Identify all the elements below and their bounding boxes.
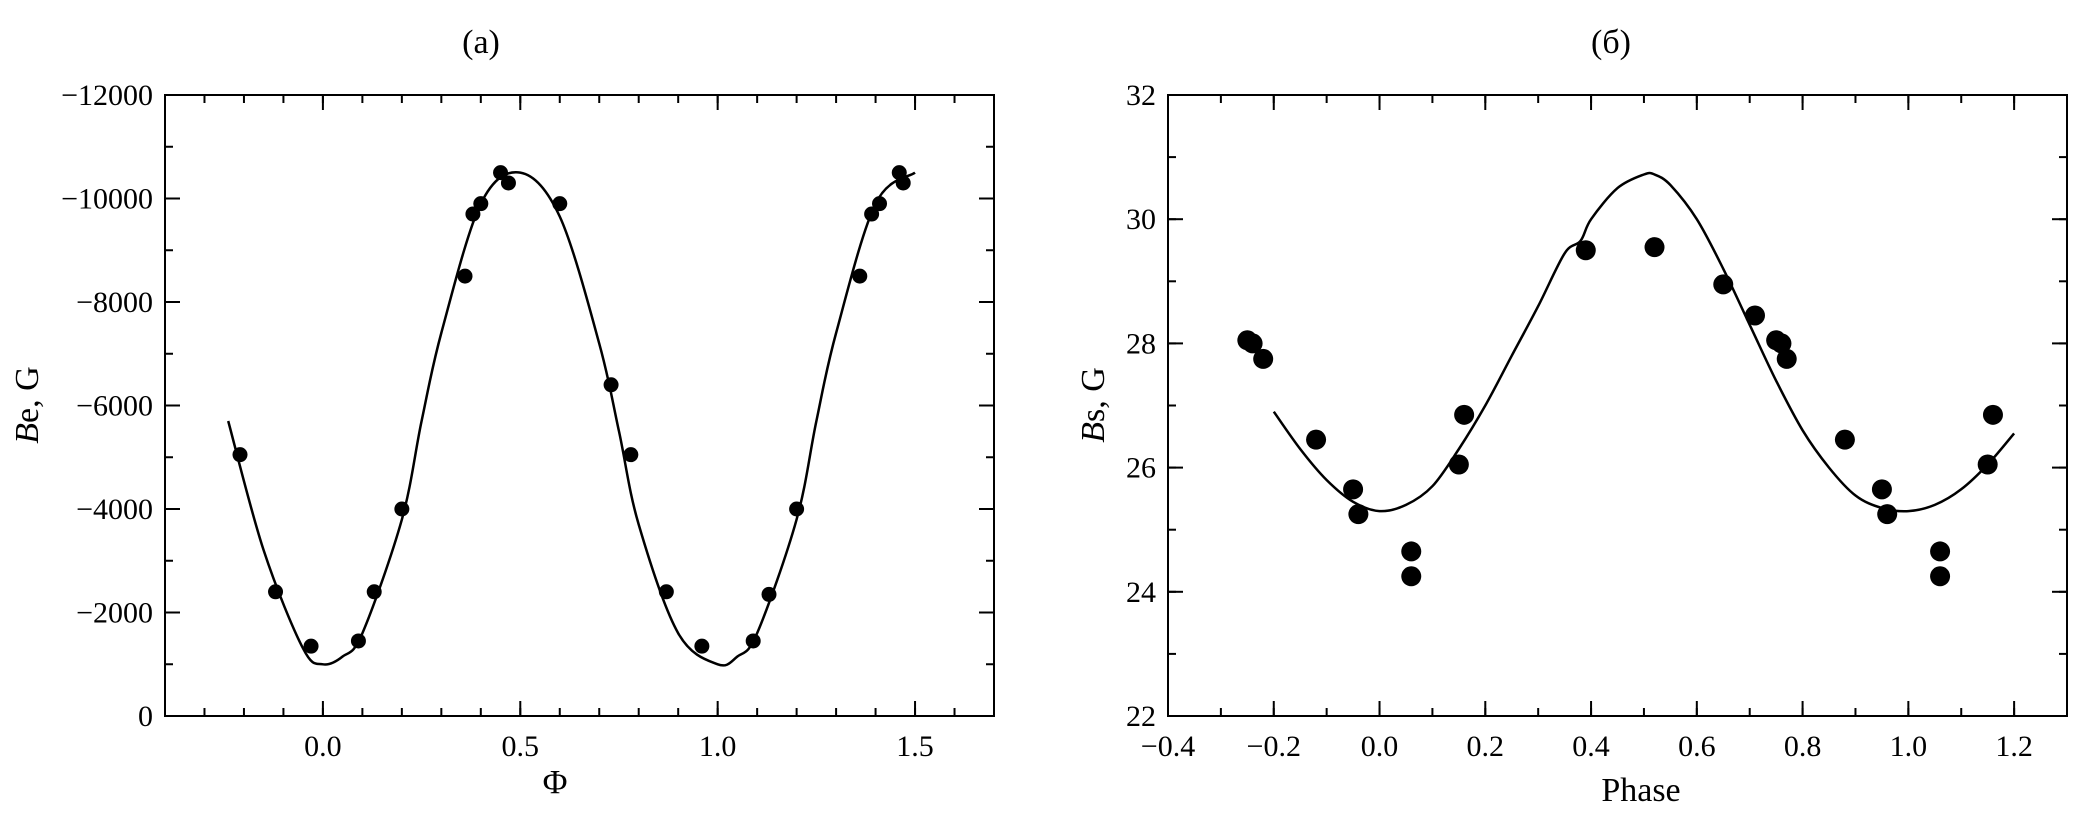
panel-a-y-tick-label: 0: [138, 700, 153, 733]
panel-b-data-point: [1575, 240, 1596, 261]
panel-b-data-point: [1348, 504, 1369, 525]
panel-a-y-axis-title: Be, G: [9, 366, 46, 443]
panel-a-data-point: [872, 196, 888, 212]
panel-b-x-tick-label: 0.0: [1361, 730, 1399, 763]
panel-b-x-tick-label: 0.6: [1678, 730, 1716, 763]
panel-a-y-tick-label: −12000: [61, 79, 153, 112]
panel-a-y-tick-label: −6000: [76, 390, 153, 423]
panel-a-data-point: [852, 268, 868, 284]
panel-b-data-point: [1776, 348, 1797, 369]
panel-a-x-tick-label: 1.5: [896, 730, 934, 763]
panel-a-y-tick-label: −2000: [76, 597, 153, 630]
panel-b-x-tick-label: 0.8: [1784, 730, 1822, 763]
panel-b-data-point: [1871, 479, 1892, 500]
panel-b-data-point: [1644, 237, 1665, 258]
panel-b-data-point: [1242, 333, 1263, 354]
panel-b-x-axis-title: Phase: [1601, 772, 1680, 809]
panel-a-y-axis-title-rest: e, G: [9, 366, 46, 423]
panel-b: (б) Phase Bs, G −0.4 −0.2 0.0 0.2 0.4 0.6 0.8 1…: [1075, 24, 2068, 809]
panel-b-y-tick-label: 30: [1126, 203, 1156, 236]
panel-a-plot-frame: [164, 94, 995, 717]
panel-b-x-tick-label: −0.4: [1141, 730, 1195, 763]
panel-b-data-point: [1343, 479, 1364, 500]
panel-a-data-point: [303, 638, 319, 654]
panel-b-data-point: [1401, 541, 1422, 562]
panel-a-y-axis-title-italic: B: [9, 423, 46, 444]
panel-a-data-point: [623, 447, 639, 463]
panel-b-data-point: [1982, 404, 2003, 425]
panel-b-data-point: [1930, 566, 1951, 587]
panel-a-data-point: [789, 501, 805, 517]
panel-b-data-point: [1448, 454, 1469, 475]
panel-a-x-tick-label: 0.5: [502, 730, 540, 763]
panel-a-x-axis-title: Φ: [543, 764, 568, 801]
panel-b-fit-curve: [1272, 171, 2016, 513]
panel-b-data-point: [1253, 348, 1274, 369]
panel-a-fit-curve: [226, 170, 916, 667]
panel-b-x-tick-label: 0.2: [1467, 730, 1505, 763]
panel-a-data-point: [394, 501, 410, 517]
panel-a-x-tick-label: 1.0: [699, 730, 737, 763]
panel-b-data-point: [1744, 305, 1765, 326]
panel-b-x-tick-label: 1.2: [1995, 730, 2033, 763]
panel-a-data-point: [457, 268, 473, 284]
panel-b-marks: −0.4 −0.2 0.0 0.2 0.4 0.6 0.8 1.0 1.2 22 24 26 28 30 3…: [1126, 79, 2068, 763]
panel-b-y-axis-title-rest: s, G: [1075, 367, 1112, 422]
panel-b-x-tick-label: 0.4: [1572, 730, 1610, 763]
panel-b-y-tick-label: 24: [1126, 576, 1156, 609]
panel-a-data-point: [500, 175, 516, 191]
panel-b-data-point: [1454, 404, 1475, 425]
panel-b-title: (б): [1591, 24, 1631, 61]
panel-a-y-tick-label: −10000: [61, 183, 153, 216]
panel-b-data-point: [1834, 429, 1855, 450]
panel-a-y-tick-label: −8000: [76, 286, 153, 319]
panel-b-data-point: [1401, 566, 1422, 587]
panel-b-y-axis-title-italic: B: [1075, 422, 1112, 443]
panel-b-y-axis-title: Bs, G: [1075, 367, 1112, 443]
panel-b-data-point: [1771, 333, 1792, 354]
panel-a-data-point: [694, 638, 710, 654]
panel-b-data-point: [1930, 541, 1951, 562]
panel-b-y-tick-label: 22: [1126, 700, 1156, 733]
panel-b-data-point: [1306, 429, 1327, 450]
panel-a-y-tick-label: −4000: [76, 493, 153, 526]
panel-b-y-tick-label: 32: [1126, 79, 1156, 112]
panel-a-title: (а): [462, 24, 500, 61]
panel-a-marks: 0.0 0.5 1.0 1.5 0 −2000 −4000 −6000 −8000 −10000 −…: [61, 79, 995, 763]
panel-b-x-tick-label: −0.2: [1247, 730, 1301, 763]
panel-b-x-tick-label: 1.0: [1890, 730, 1928, 763]
panel-b-y-tick-label: 28: [1126, 327, 1156, 360]
panel-a-x-tick-label: 0.0: [304, 730, 342, 763]
panel-a: (а) Φ Be, G 0.0 0.5 1.0 1.5 0 −2000 −4000 −6000…: [9, 24, 995, 801]
panel-b-y-tick-label: 26: [1126, 452, 1156, 485]
